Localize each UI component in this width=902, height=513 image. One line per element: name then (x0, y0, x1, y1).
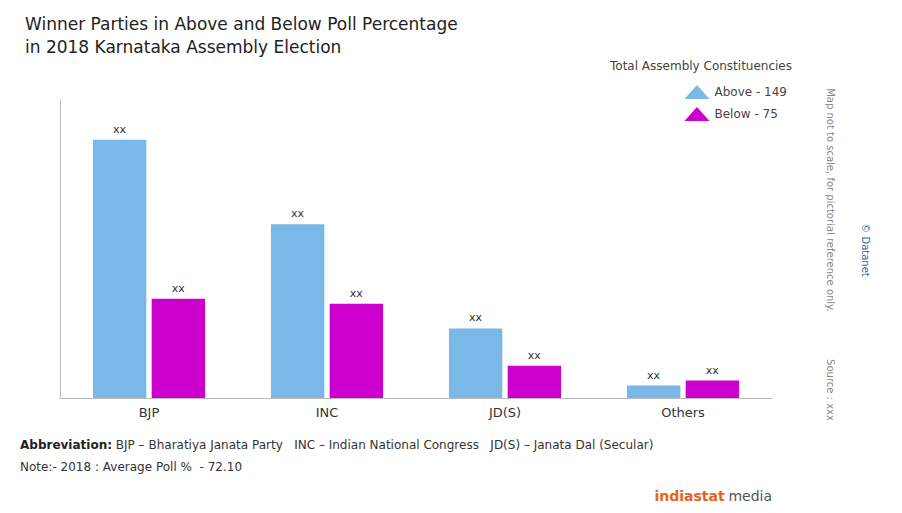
svg-text:xx: xx (172, 282, 186, 295)
svg-text:xx: xx (291, 207, 305, 220)
svg-text:xx: xx (469, 311, 483, 324)
svg-text:xx: xx (350, 287, 364, 300)
svg-text:in 2018 Karnataka Assembly Ele: in 2018 Karnataka Assembly Election (25, 37, 341, 57)
svg-text:Abbreviation:: Abbreviation: (20, 438, 112, 452)
svg-text:INC: INC (316, 405, 339, 420)
svg-text:BJP – Bharatiya Janata Party: BJP – Bharatiya Janata Party INC – India… (112, 438, 653, 452)
svg-text:Below - 75: Below - 75 (714, 107, 777, 121)
svg-text:Source : xxx: Source : xxx (825, 359, 836, 421)
svg-text:Winner Parties in Above and Be: Winner Parties in Above and Below Poll P… (25, 14, 458, 34)
svg-text:Total Assembly Constituencies: Total Assembly Constituencies (609, 59, 792, 73)
svg-text:JD(S): JD(S) (488, 405, 521, 420)
svg-text:media: media (728, 488, 772, 504)
svg-text:xx: xx (706, 364, 720, 377)
svg-text:© Datanet: © Datanet (860, 223, 871, 277)
svg-text:Others: Others (661, 405, 705, 420)
svg-text:xx: xx (113, 123, 127, 136)
svg-text:Note:- 2018 : Average Poll %: Note:- 2018 : Average Poll % - 72.10 (20, 460, 242, 474)
svg-text:Above - 149: Above - 149 (714, 85, 787, 99)
svg-text:indiastat: indiastat (654, 488, 725, 504)
svg-text:xx: xx (528, 349, 542, 362)
svg-text:Map not to scale, for pictoria: Map not to scale, for pictorial referenc… (825, 88, 836, 312)
svg-text:BJP: BJP (139, 405, 160, 420)
svg-text:xx: xx (647, 369, 661, 382)
